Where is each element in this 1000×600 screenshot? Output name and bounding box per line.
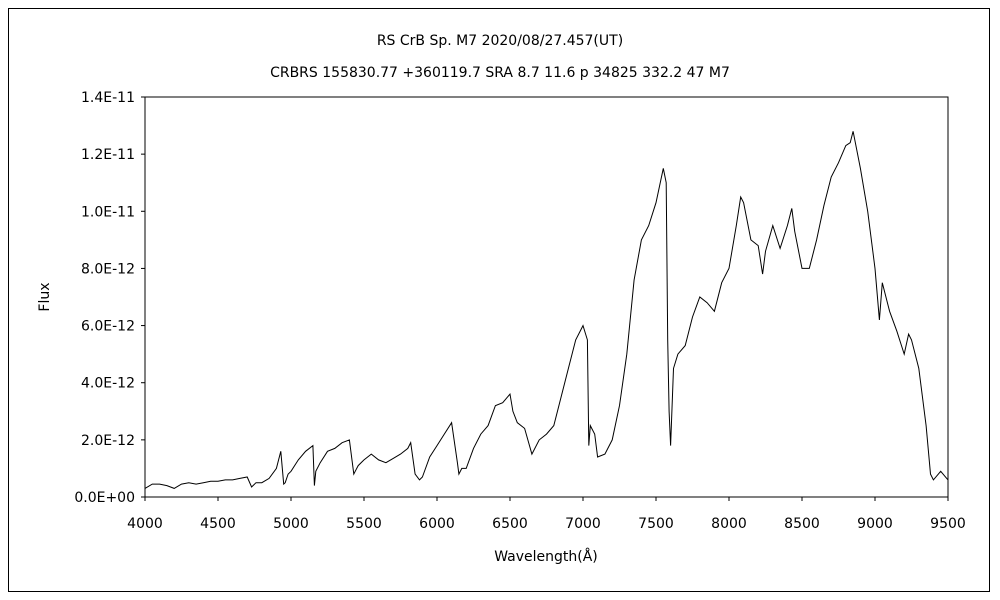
x-tick-label: 8500 [784,516,820,532]
y-tick-label: 4.0E-12 [81,376,135,392]
x-tick-label: 7500 [638,516,674,532]
y-tick-label: 8.0E-12 [81,261,135,277]
y-axis: 0.0E+00 2.0E-12 4.0E-12 6.0E-12 8.0E-12 1.0E-… [74,90,145,506]
x-tick-label: 9500 [930,516,966,532]
x-tick-label: 9000 [857,516,893,532]
y-tick-label: 2.0E-12 [81,433,135,449]
x-axis: 4000 4500 5000 5500 6000 6500 7000 7500 8000 8500… [127,497,966,532]
chart-frame [8,8,990,592]
x-axis-label: Wavelength(Å) [494,548,598,565]
y-tick-label: 0.0E+00 [74,490,135,506]
x-tick-label: 5500 [346,516,382,532]
x-tick-label: 4000 [127,516,163,532]
x-tick-label: 4500 [200,516,236,532]
spectrum-line [144,131,949,489]
x-tick-label: 7000 [565,516,601,532]
plot-area [144,96,949,498]
y-tick-label: 1.2E-11 [81,147,135,163]
x-tick-label: 6500 [492,516,528,532]
chart-subtitle: CRBRS 155830.77 +360119.7 SRA 8.7 11.6 p… [270,65,730,81]
x-tick-label: 8000 [711,516,747,532]
y-tick-label: 1.4E-11 [81,90,135,106]
x-tick-label: 5000 [273,516,309,532]
y-tick-label: 6.0E-12 [81,319,135,335]
chart-title: RS CrB Sp. M7 2020/08/27.457(UT) [377,33,623,49]
y-axis-label: Flux [37,282,53,311]
y-tick-label: 1.0E-11 [81,204,135,220]
x-tick-label: 6000 [419,516,455,532]
